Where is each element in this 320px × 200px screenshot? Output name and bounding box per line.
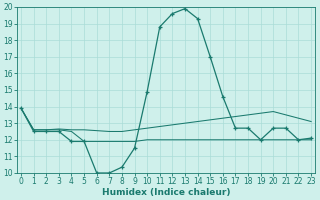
X-axis label: Humidex (Indice chaleur): Humidex (Indice chaleur) xyxy=(102,188,230,197)
